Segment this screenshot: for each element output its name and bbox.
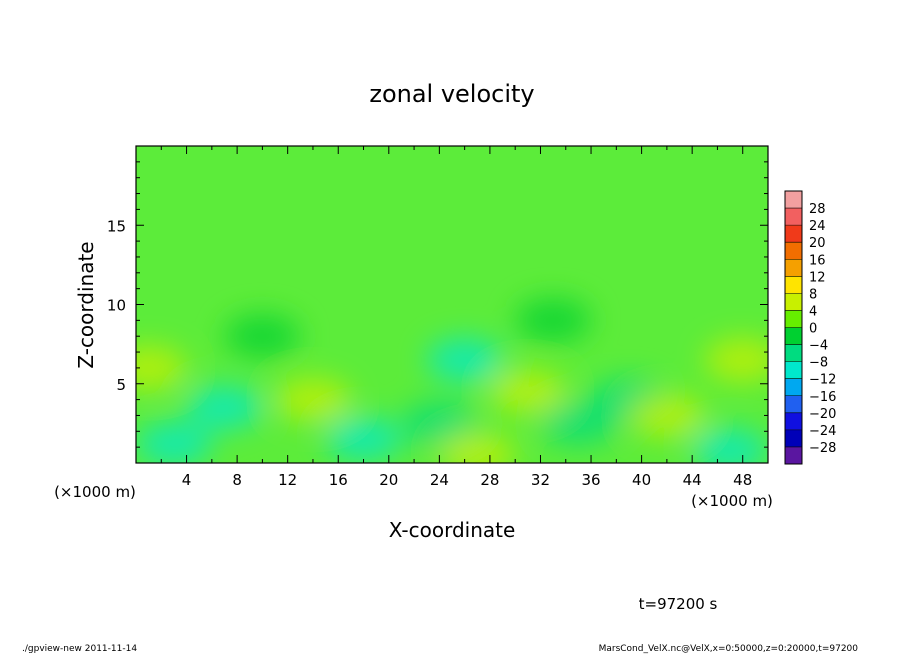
x-axis-ticks: 4 8 12 16 20 24 28 32 36 40 44 48 (160, 146, 769, 489)
x-tick-label: 28 (480, 471, 499, 489)
colorbar-segment (785, 361, 802, 379)
colorbar-segment (785, 310, 802, 328)
x-unit-right: (×1000 m) (691, 492, 773, 510)
colorbar-segment (785, 225, 802, 243)
field-blob (136, 421, 212, 463)
field-blob (136, 345, 187, 390)
field-blob (426, 337, 503, 382)
x-tick-label: 44 (683, 471, 702, 489)
footer-left: ./gpview-new 2011-11-14 (22, 644, 137, 654)
colorbar-segment (785, 446, 802, 464)
x-tick-label: 8 (232, 471, 242, 489)
field-blob (401, 401, 478, 446)
colorbar-label: 4 (809, 304, 817, 319)
field-blob (704, 337, 768, 382)
colorbar-segment (785, 293, 802, 311)
field-blob (515, 298, 592, 343)
colorbar-segment (785, 395, 802, 413)
colorbar-label: 12 (809, 270, 826, 285)
plot-area (136, 146, 768, 463)
colorbar-segment (785, 344, 802, 362)
field-blob (628, 393, 705, 438)
colorbar-label: −8 (809, 356, 828, 371)
footer-right: MarsCond_VelX.nc@VelX,x=0:50000,z=0:2000… (599, 644, 859, 654)
field-blob (325, 417, 402, 462)
colorbar-label: 20 (809, 236, 826, 251)
x-tick-label: 48 (733, 471, 752, 489)
colorbar-segment (785, 378, 802, 396)
x-tick-label: 4 (182, 471, 192, 489)
colorbar-label: −28 (809, 441, 836, 456)
field-blob (692, 428, 768, 463)
x-tick-label: 40 (632, 471, 651, 489)
colorbar-label: 16 (809, 253, 826, 268)
colorbar-segment (785, 259, 802, 277)
field-blobs (136, 298, 768, 463)
colorbar-segment (785, 191, 802, 209)
colorbar-segment (785, 208, 802, 226)
y-tick-label: 15 (107, 217, 126, 235)
x-tick-label: 36 (581, 471, 600, 489)
x-tick-label: 20 (379, 471, 398, 489)
colorbar-label: 8 (809, 287, 817, 302)
y-tick-label: 10 (107, 297, 126, 315)
field-blob (224, 314, 301, 359)
colorbar-label: 24 (809, 219, 826, 234)
colorbar-label: −4 (809, 339, 828, 354)
x-tick-label: 16 (329, 471, 348, 489)
field-blob (186, 385, 263, 430)
field-blob (439, 433, 516, 463)
chart-title: zonal velocity (369, 80, 534, 108)
colorbar-label: 28 (809, 202, 826, 217)
y-axis-label: Z-coordinate (74, 241, 98, 368)
colorbar-label: −16 (809, 390, 836, 405)
colorbar-segment (785, 327, 802, 345)
colorbar: 28 24 20 16 12 8 4 0 −4 −8 −12 −16 −20 −24 −28 (784, 190, 836, 465)
colorbar-segment (785, 276, 802, 294)
x-tick-label: 12 (278, 471, 297, 489)
colorbar-label: −12 (809, 373, 836, 388)
colorbar-label: −20 (809, 407, 836, 422)
y-tick-label: 5 (116, 376, 126, 394)
x-tick-label: 24 (430, 471, 449, 489)
colorbar-segment (785, 429, 802, 447)
x-unit-left: (×1000 m) (54, 483, 136, 501)
colorbar-segment (785, 412, 802, 430)
x-axis-label: X-coordinate (389, 518, 516, 542)
colorbar-label: −24 (809, 424, 836, 439)
field-blob (540, 401, 617, 446)
y-axis-ticks: 5 10 15 (107, 161, 768, 448)
field-blob (274, 377, 351, 422)
time-label: t=97200 s (639, 595, 718, 613)
field-blob (489, 369, 566, 414)
x-tick-label: 32 (531, 471, 550, 489)
colorbar-segment (785, 242, 802, 260)
colorbar-label: 0 (809, 322, 817, 337)
